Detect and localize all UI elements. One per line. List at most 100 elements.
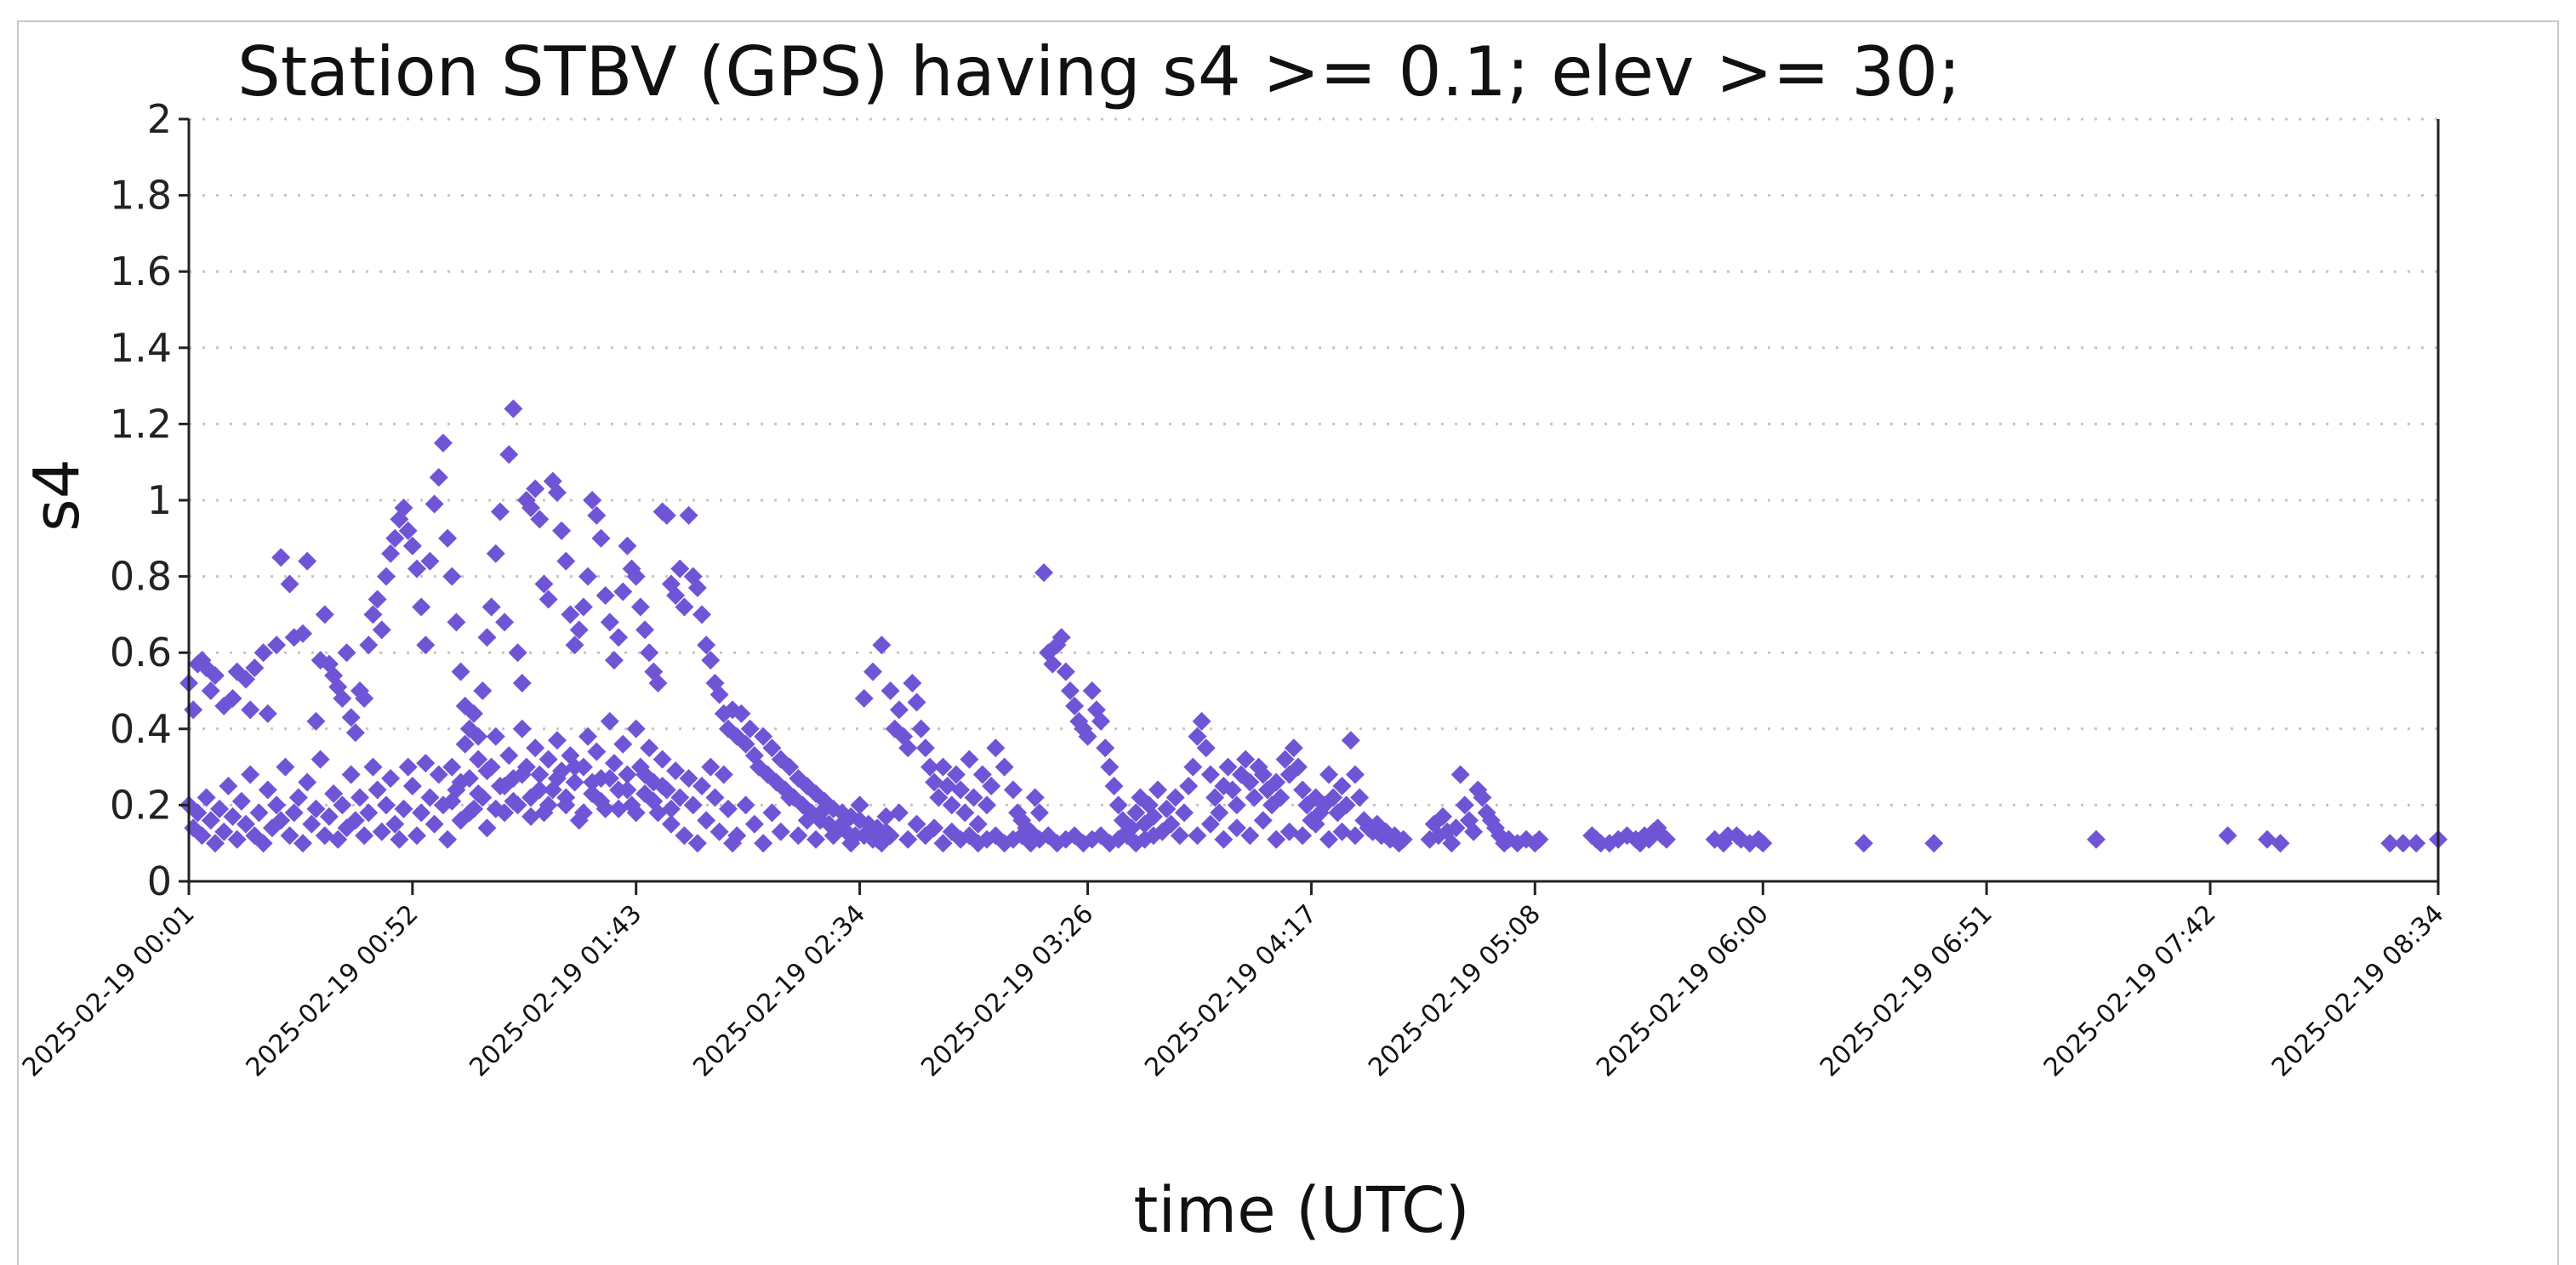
data-point bbox=[526, 738, 545, 758]
data-point bbox=[692, 777, 712, 795]
data-point bbox=[267, 795, 287, 815]
data-point bbox=[653, 777, 672, 795]
data-point bbox=[341, 708, 361, 727]
data-point bbox=[600, 711, 619, 731]
data-point bbox=[499, 746, 519, 766]
data-point bbox=[872, 635, 892, 655]
data-point bbox=[732, 704, 751, 723]
data-point bbox=[863, 662, 883, 681]
gridlines bbox=[189, 117, 2438, 806]
data-point bbox=[298, 772, 317, 792]
data-point bbox=[583, 491, 602, 510]
data-point bbox=[1078, 727, 1097, 746]
data-point bbox=[451, 772, 470, 792]
data-point bbox=[915, 738, 935, 758]
data-point bbox=[1455, 795, 1474, 815]
data-point bbox=[832, 814, 852, 834]
y-tick-label: 0 bbox=[147, 858, 172, 904]
data-point bbox=[718, 799, 738, 818]
data-point bbox=[412, 597, 431, 617]
data-point bbox=[1271, 788, 1291, 807]
data-point bbox=[504, 791, 523, 811]
data-point bbox=[223, 688, 242, 708]
data-point bbox=[951, 780, 971, 800]
data-point bbox=[1450, 765, 1470, 784]
data-point bbox=[429, 468, 448, 487]
data-point bbox=[267, 635, 287, 655]
data-point bbox=[486, 727, 505, 746]
x-tick-label: 2025-02-19 06:00 bbox=[1591, 899, 1775, 1083]
axes bbox=[179, 117, 2440, 895]
y-tick-label: 2 bbox=[147, 96, 172, 142]
x-tick-label: 2025-02-19 07:42 bbox=[2038, 899, 2222, 1083]
data-point bbox=[881, 681, 900, 700]
data-point bbox=[762, 738, 782, 758]
data-point bbox=[1157, 799, 1177, 818]
y-tick-label: 1.6 bbox=[110, 248, 172, 294]
data-point bbox=[1205, 788, 1225, 807]
data-point bbox=[710, 685, 729, 704]
data-point bbox=[736, 795, 755, 815]
data-point bbox=[556, 551, 576, 571]
data-point bbox=[675, 597, 694, 617]
data-point bbox=[201, 681, 220, 700]
data-point bbox=[640, 738, 659, 758]
data-point bbox=[205, 666, 225, 686]
data-point bbox=[385, 814, 405, 834]
data-point bbox=[495, 613, 515, 632]
data-point bbox=[815, 799, 835, 818]
data-point bbox=[1319, 765, 1339, 784]
y-tick-label: 1.4 bbox=[110, 325, 172, 371]
x-tick-label: 2025-02-19 00:01 bbox=[17, 899, 201, 1083]
data-point bbox=[1345, 765, 1365, 784]
data-point bbox=[604, 651, 624, 670]
data-point bbox=[727, 826, 747, 846]
data-point bbox=[972, 765, 992, 784]
data-point bbox=[898, 829, 918, 849]
data-point bbox=[583, 772, 602, 792]
data-point bbox=[1104, 777, 1124, 795]
data-point bbox=[333, 795, 352, 815]
data-point bbox=[425, 494, 444, 514]
data-point bbox=[416, 754, 436, 773]
data-point bbox=[188, 803, 208, 823]
data-point bbox=[1240, 772, 1260, 792]
x-tick-label: 2025-02-19 06:51 bbox=[1815, 899, 1998, 1083]
data-point bbox=[1656, 829, 1676, 849]
data-point bbox=[1267, 829, 1286, 849]
data-point bbox=[490, 502, 510, 521]
data-point bbox=[469, 749, 488, 769]
data-point bbox=[394, 799, 413, 818]
data-point bbox=[1222, 780, 1242, 800]
data-point bbox=[714, 765, 733, 784]
data-point bbox=[1165, 788, 1185, 807]
data-point bbox=[1446, 818, 1466, 838]
x-tick-label: 2025-02-19 00:52 bbox=[241, 899, 425, 1083]
data-point bbox=[376, 795, 396, 815]
data-point bbox=[661, 814, 681, 834]
data-point bbox=[455, 734, 475, 754]
data-point bbox=[591, 528, 611, 548]
y-tick-labels: 0 0.2 0.4 0.6 0.8 1 1.2 1.4 1.6 1.8 2 bbox=[110, 96, 172, 904]
data-point bbox=[1753, 834, 1773, 853]
data-point bbox=[1218, 757, 1238, 777]
data-point bbox=[824, 826, 843, 846]
data-point bbox=[512, 674, 532, 693]
data-point bbox=[2380, 834, 2400, 853]
data-point bbox=[1188, 826, 1207, 846]
data-point bbox=[1442, 834, 1462, 853]
data-point bbox=[1043, 654, 1063, 674]
data-point bbox=[850, 795, 869, 815]
data-point bbox=[657, 505, 676, 525]
x-tick-label: 2025-02-19 01:43 bbox=[464, 899, 647, 1083]
data-point bbox=[780, 788, 800, 807]
data-point bbox=[1096, 738, 1115, 758]
data-point bbox=[933, 757, 953, 777]
data-point bbox=[241, 765, 260, 784]
data-point bbox=[1530, 829, 1549, 849]
data-point bbox=[1288, 757, 1308, 777]
data-point bbox=[402, 777, 422, 795]
data-point bbox=[245, 658, 265, 678]
data-point bbox=[670, 788, 690, 807]
data-point bbox=[1433, 806, 1453, 826]
